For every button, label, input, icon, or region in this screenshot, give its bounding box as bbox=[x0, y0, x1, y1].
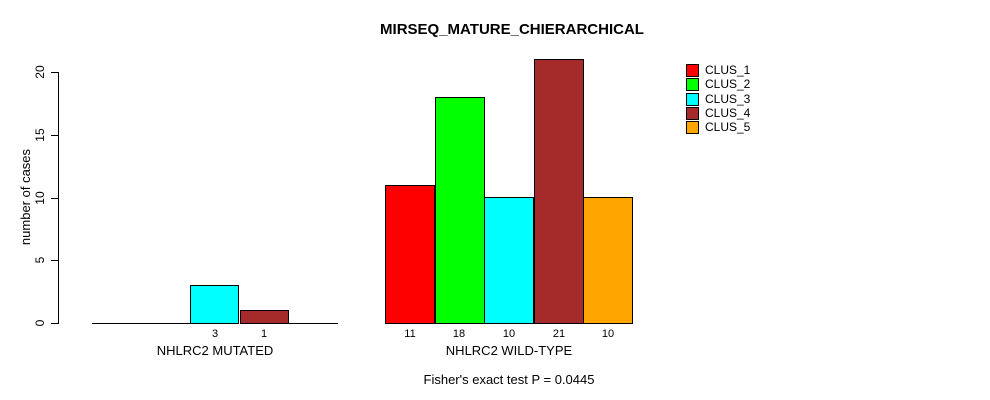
legend-label: CLUS_1 bbox=[705, 63, 751, 77]
bar-value-label: 18 bbox=[452, 328, 466, 340]
bar-value-label: 10 bbox=[601, 328, 615, 340]
bar-clus_4-group1 bbox=[240, 310, 289, 324]
bar-clus_2-group2 bbox=[435, 97, 485, 324]
legend-row-clus_5: CLUS_5 bbox=[686, 120, 751, 135]
fisher-test-annotation: Fisher's exact test P = 0.0445 bbox=[423, 372, 595, 387]
y-axis-label: number of cases bbox=[18, 148, 33, 246]
legend-label: CLUS_4 bbox=[705, 105, 751, 120]
y-tick-label: 15 bbox=[33, 128, 47, 142]
legend-row-clus_3: CLUS_3 bbox=[686, 91, 751, 106]
bar-clus_5-group1 bbox=[289, 323, 338, 324]
y-axis-line bbox=[58, 72, 59, 324]
legend-swatch-clus_1 bbox=[686, 64, 699, 77]
x-group-label-mutated: NHLRC2 MUTATED bbox=[156, 343, 274, 358]
legend-row-clus_2: CLUS_2 bbox=[686, 77, 751, 92]
y-tick-label: 5 bbox=[33, 256, 47, 264]
bar-clus_3-group1 bbox=[190, 285, 239, 324]
bar-clus_2-group1 bbox=[141, 323, 190, 324]
x-group-label-wild-type: NHLRC2 WILD-TYPE bbox=[445, 343, 573, 358]
legend-swatch-clus_4 bbox=[686, 106, 699, 120]
y-tick bbox=[51, 323, 58, 324]
legend-label: CLUS_5 bbox=[705, 120, 751, 135]
bar-clus_1-group2 bbox=[385, 185, 435, 324]
bar-clus_5-group2 bbox=[583, 197, 633, 324]
legend-row-clus_1: CLUS_1 bbox=[686, 64, 750, 77]
y-tick bbox=[51, 72, 58, 73]
y-tick-label: 10 bbox=[33, 191, 47, 205]
bar-value-label: 1 bbox=[260, 328, 268, 340]
bar-clus_1-group1 bbox=[92, 323, 141, 324]
legend: CLUS_1 CLUS_2 CLUS_3 CLUS_4 CLUS_5 bbox=[686, 64, 750, 135]
chart-title: MIRSEQ_MATURE_CHIERARCHICAL bbox=[380, 21, 644, 38]
y-tick bbox=[51, 260, 58, 261]
legend-swatch-clus_5 bbox=[686, 121, 699, 135]
legend-label: CLUS_3 bbox=[705, 91, 751, 106]
bar-clus_3-group2 bbox=[484, 197, 534, 324]
y-tick bbox=[51, 198, 58, 199]
y-tick bbox=[51, 135, 58, 136]
bar-value-label: 10 bbox=[502, 328, 516, 340]
legend-row-clus_4: CLUS_4 bbox=[686, 105, 751, 120]
bar-value-label: 3 bbox=[211, 328, 219, 340]
bar-value-label: 11 bbox=[404, 328, 416, 340]
legend-label: CLUS_2 bbox=[705, 77, 751, 92]
legend-swatch-clus_2 bbox=[686, 78, 699, 92]
y-tick-label: 0 bbox=[33, 319, 47, 327]
legend-swatch-clus_3 bbox=[686, 92, 699, 106]
y-tick-label: 20 bbox=[33, 65, 47, 79]
bar-clus_4-group2 bbox=[534, 59, 584, 324]
bar-value-label: 21 bbox=[552, 328, 566, 340]
